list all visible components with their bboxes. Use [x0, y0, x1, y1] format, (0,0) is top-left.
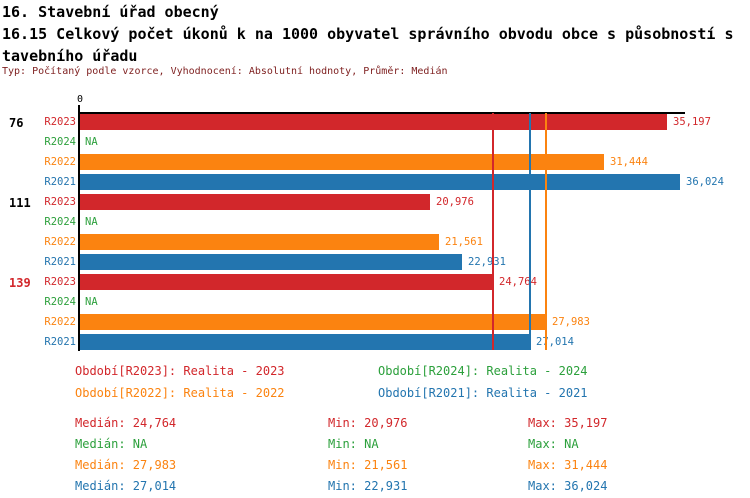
median-line-R2021 [529, 113, 531, 350]
bar-value-label-R2022: 21,561 [445, 236, 483, 248]
bar-na-value-R2024: NA [85, 216, 98, 228]
series-label-R2022: R2022 [44, 236, 76, 248]
bar-value-label-R2023: 24,764 [499, 276, 537, 288]
series-label-R2023: R2023 [44, 276, 76, 288]
axis-zero-label: 0 [76, 94, 84, 105]
legend-item-R2023: Období[R2023]: Realita - 2023 [75, 364, 285, 378]
stat-max-R2024: Max: NA [528, 437, 579, 451]
stat-max-R2023: Max: 35,197 [528, 416, 608, 430]
series-label-R2023: R2023 [44, 196, 76, 208]
y-axis-line [78, 105, 80, 351]
chart-title-line1: 16.15 Celkový počet úkonů k na 1000 obyv… [2, 25, 734, 43]
bar-value-label-R2023: 20,976 [436, 196, 474, 208]
bar-R2021 [80, 254, 462, 270]
bar-R2023 [80, 274, 493, 290]
median-line-R2022 [545, 113, 547, 350]
median-line-R2023 [492, 113, 494, 350]
series-label-R2022: R2022 [44, 156, 76, 168]
group-label: 76 [9, 116, 24, 130]
stat-min-R2023: Min: 20,976 [328, 416, 408, 430]
legend-item-R2024: Období[R2024]: Realita - 2024 [378, 364, 588, 378]
stat-median-R2021: Medián: 27,014 [75, 479, 177, 493]
bar-na-value-R2024: NA [85, 296, 98, 308]
group-label: 111 [9, 196, 31, 210]
series-label-R2023: R2023 [44, 116, 76, 128]
stat-median-R2024: Medián: NA [75, 437, 148, 451]
series-label-R2024: R2024 [44, 216, 76, 228]
legend-item-R2022: Období[R2022]: Realita - 2022 [75, 386, 285, 400]
bar-R2021 [80, 334, 530, 350]
stat-median-R2023: Medián: 24,764 [75, 416, 177, 430]
x-axis-top-line [78, 112, 685, 114]
page-title: 16. Stavební úřad obecný [2, 3, 219, 21]
stat-median-R2022: Medián: 27,983 [75, 458, 177, 472]
series-label-R2021: R2021 [44, 336, 76, 348]
bar-R2022 [80, 234, 439, 250]
bar-R2023 [80, 114, 667, 130]
bar-na-value-R2024: NA [85, 136, 98, 148]
chart-title-line2: tavebního úřadu [2, 47, 138, 65]
series-label-R2022: R2022 [44, 316, 76, 328]
bar-R2023 [80, 194, 430, 210]
bar-R2022 [80, 154, 604, 170]
bar-R2022 [80, 314, 546, 330]
series-label-R2024: R2024 [44, 296, 76, 308]
series-label-R2021: R2021 [44, 256, 76, 268]
stat-min-R2021: Min: 22,931 [328, 479, 408, 493]
stat-max-R2022: Max: 31,444 [528, 458, 608, 472]
bar-value-label-R2022: 27,983 [552, 316, 590, 328]
series-label-R2021: R2021 [44, 176, 76, 188]
series-label-R2024: R2024 [44, 136, 76, 148]
bar-value-label-R2021: 36,024 [686, 176, 724, 188]
bar-value-label-R2022: 31,444 [610, 156, 648, 168]
chart-meta-line: Typ: Počítaný podle vzorce, Vyhodnocení:… [2, 66, 448, 77]
bar-value-label-R2021: 22,931 [468, 256, 506, 268]
group-label: 139 [9, 276, 31, 290]
stat-min-R2024: Min: NA [328, 437, 379, 451]
legend-item-R2021: Období[R2021]: Realita - 2021 [378, 386, 588, 400]
bar-value-label-R2023: 35,197 [673, 116, 711, 128]
stat-max-R2021: Max: 36,024 [528, 479, 608, 493]
stat-min-R2022: Min: 21,561 [328, 458, 408, 472]
